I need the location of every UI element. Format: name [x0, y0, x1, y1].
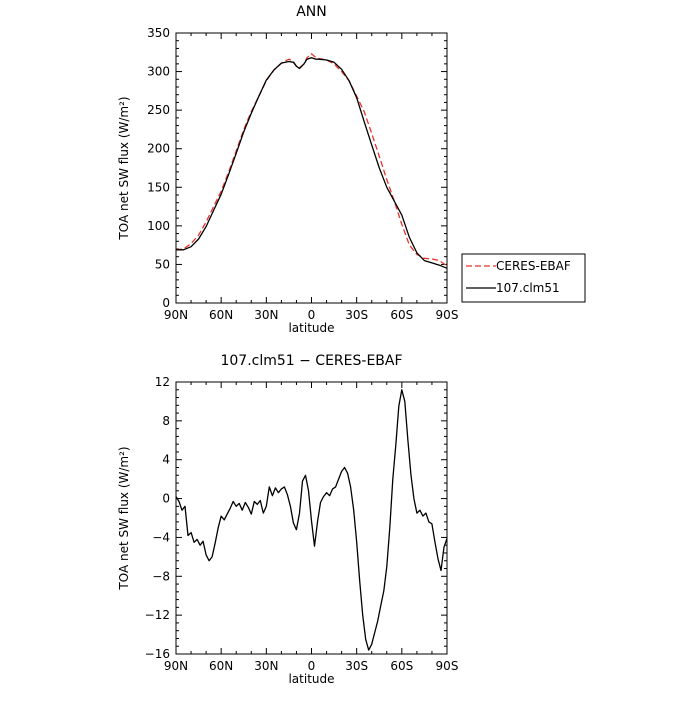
x-axis-label: latitude	[288, 672, 334, 686]
chart-title: 107.clm51 − CERES-EBAF	[220, 353, 402, 369]
y-tick-label: 0	[162, 296, 170, 310]
y-tick-label: 50	[155, 257, 170, 271]
x-tick-label: 60S	[390, 308, 413, 322]
x-tick-label: 30S	[345, 659, 368, 673]
x-tick-label: 60N	[209, 308, 233, 322]
y-tick-label: 8	[162, 414, 170, 428]
y-tick-label: −4	[152, 530, 170, 544]
y-tick-label: −12	[145, 608, 170, 622]
x-tick-label: 90S	[436, 659, 459, 673]
legend-box	[461, 253, 586, 303]
x-tick-label: 0	[308, 659, 316, 673]
y-tick-label: 250	[147, 103, 170, 117]
y-tick-label: 12	[155, 375, 170, 389]
y-tick-label: −8	[152, 569, 170, 583]
y-tick-label: 200	[147, 142, 170, 156]
x-tick-label: 90S	[436, 308, 459, 322]
y-tick-label: 150	[147, 180, 170, 194]
x-tick-label: 30N	[254, 308, 278, 322]
series-line	[175, 389, 448, 651]
bottom-panel: −16 −12 −8 −4 0 4 8 12 90N 60N 30N 0 30S 60S 90S 107.cl…	[117, 353, 458, 686]
x-tick-label: 90N	[164, 308, 188, 322]
top-panel: 0 50 100 150 200 250 300 350 90N 60N 30N 0 30S 60S 90S…	[117, 4, 586, 335]
series-line	[176, 57, 448, 269]
y-tick-label: −16	[145, 647, 170, 661]
legend-label: CERES-EBAF	[496, 259, 571, 273]
legend-label: 107.clm51	[496, 281, 560, 295]
y-tick-label: 100	[147, 219, 170, 233]
y-tick-label: 300	[147, 65, 170, 79]
x-tick-label: 90N	[164, 659, 188, 673]
y-tick-label: 4	[162, 453, 170, 467]
x-tick-label: 30S	[345, 308, 368, 322]
y-axis-label: TOA net SW flux (W/m²)	[117, 446, 131, 590]
x-tick-label: 60S	[390, 659, 413, 673]
y-tick-label: 0	[162, 492, 170, 506]
x-tick-label: 30N	[254, 659, 278, 673]
x-tick-label: 0	[308, 308, 316, 322]
x-axis-label: latitude	[288, 321, 334, 335]
x-tick-label: 60N	[209, 659, 233, 673]
chart-title: ANN	[296, 4, 327, 20]
series-line	[175, 53, 448, 267]
y-axis-label: TOA net SW flux (W/m²)	[117, 96, 131, 240]
y-tick-label: 350	[147, 26, 170, 40]
plot-frame	[175, 32, 448, 304]
